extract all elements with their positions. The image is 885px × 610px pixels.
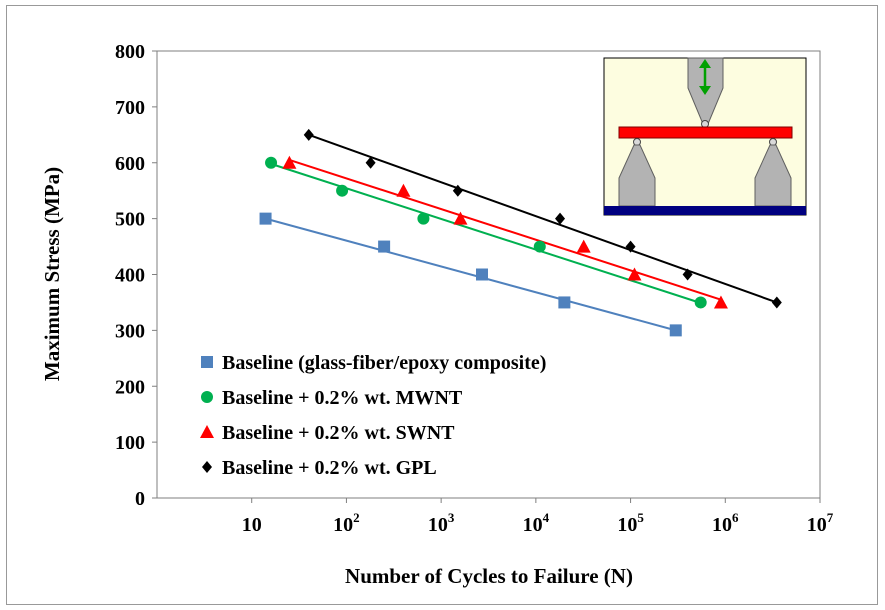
trendline	[265, 217, 677, 332]
fatigue-chart: 0 100 200 300 400 500 600 700 800 10 102 103 104 105…	[40, 41, 834, 588]
y-axis-title: Maximum Stress (MPa)	[40, 167, 64, 381]
legend-label: Baseline + 0.2% wt. GPL	[222, 457, 437, 479]
data-markers	[259, 128, 782, 337]
three-point-bending-fixture-icon	[603, 57, 807, 216]
x-axis-title: Number of Cycles to Failure (N)	[345, 564, 633, 588]
legend-label: Baseline + 0.2% wt. SWNT	[222, 422, 455, 444]
y-tick-label: 100	[115, 432, 145, 454]
data-point	[396, 183, 411, 197]
data-point	[453, 211, 468, 225]
trendline	[289, 159, 722, 301]
trendline	[308, 133, 778, 304]
legend-marker	[201, 391, 213, 403]
y-tick-label: 200	[115, 376, 145, 398]
data-point	[336, 184, 349, 197]
legend-marker	[201, 356, 213, 368]
x-tick-label: 103	[428, 510, 455, 536]
data-point	[771, 296, 782, 309]
legend-marker	[200, 425, 214, 438]
x-tick-label: 105	[617, 510, 644, 536]
y-tick-label: 800	[115, 41, 145, 63]
data-point	[259, 212, 272, 225]
specimen-beam	[618, 126, 793, 139]
data-point	[282, 155, 297, 169]
data-point	[625, 240, 636, 253]
fixture-base	[604, 206, 806, 215]
x-tick-label: 10	[242, 514, 262, 536]
chart-frame: 0 100 200 300 400 500 600 700 800 10 102 103 104 105…	[6, 5, 878, 605]
y-tick-label: 0	[135, 488, 145, 510]
data-point	[365, 156, 376, 169]
data-point	[558, 296, 571, 309]
legend: Baseline (glass-fiber/epoxy composite) Ba…	[200, 352, 546, 479]
data-point	[627, 267, 642, 281]
x-tick-label: 104	[523, 510, 550, 536]
y-tick-label: 700	[115, 97, 145, 119]
x-tick-label: 107	[807, 510, 834, 536]
data-point	[378, 240, 391, 253]
x-tick-label: 102	[333, 510, 360, 536]
left-support-pin	[633, 138, 641, 146]
data-point	[682, 268, 693, 281]
data-point	[533, 240, 546, 253]
y-axis-ticks: 0 100 200 300 400 500 600 700 800	[115, 41, 157, 510]
data-point	[303, 128, 314, 141]
data-point	[417, 212, 430, 225]
y-tick-label: 500	[115, 209, 145, 231]
double-arrow-icon	[699, 59, 711, 95]
data-point	[555, 212, 566, 225]
legend-label: Baseline (glass-fiber/epoxy composite)	[222, 352, 546, 374]
data-point	[669, 324, 682, 337]
data-point	[713, 295, 728, 309]
y-tick-label: 600	[115, 153, 145, 175]
y-tick-label: 300	[115, 320, 145, 342]
legend-marker	[202, 461, 212, 473]
data-point	[475, 268, 488, 281]
data-point	[452, 184, 463, 197]
loading-pin	[701, 120, 709, 128]
x-axis-ticks: 10 102 103 104 105 106 107	[242, 498, 834, 536]
right-support-pin	[769, 138, 777, 146]
data-point	[265, 156, 278, 169]
legend-label: Baseline + 0.2% wt. MWNT	[222, 387, 463, 409]
y-tick-label: 400	[115, 265, 145, 287]
x-tick-label: 106	[712, 510, 739, 536]
data-point	[694, 296, 707, 309]
data-point	[576, 239, 591, 253]
